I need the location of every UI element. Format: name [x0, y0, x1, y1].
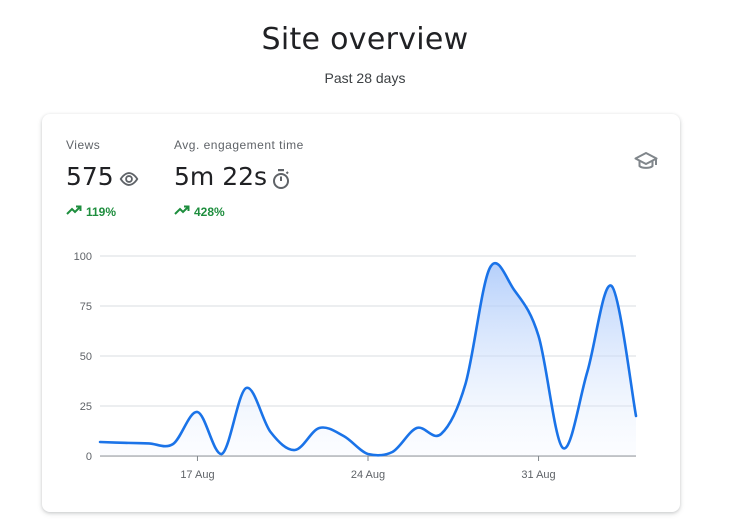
eye-icon: [118, 168, 140, 190]
school-hat-icon[interactable]: [634, 150, 658, 177]
overview-card: Views 575 119% Avg. engagement time 5m: [42, 114, 680, 512]
y-tick-label: 0: [86, 451, 92, 463]
y-tick-label: 100: [74, 251, 92, 263]
views-area-fill: [100, 263, 636, 456]
x-tick-label: 17 Aug: [180, 469, 214, 481]
views-area-chart: 0 25 50 75 100 17 Aug 24 Aug 31 Aug: [74, 251, 638, 481]
metric-value: 5m 22s: [174, 162, 268, 191]
y-tick-label: 50: [80, 351, 92, 363]
metric-change-value: 119%: [86, 204, 117, 219]
metric-change-value: 428%: [194, 204, 225, 219]
page-subtitle: Past 28 days: [324, 70, 406, 86]
timer-icon: [271, 168, 291, 190]
metric-views[interactable]: Views 575 119%: [66, 138, 140, 219]
y-tick-label: 75: [80, 301, 92, 313]
x-tick-label: 24 Aug: [351, 469, 385, 481]
metric-label: Views: [66, 138, 101, 152]
metric-change: 119%: [66, 204, 140, 219]
trending-up-icon: [66, 204, 82, 219]
views-series-line: [98, 261, 638, 457]
metric-engagement-time[interactable]: Avg. engagement time 5m 22s 428%: [174, 138, 304, 219]
metric-label: Avg. engagement time: [174, 138, 304, 152]
x-tick-label: 31 Aug: [521, 469, 555, 481]
metric-change: 428%: [174, 204, 304, 219]
page-title: Site overview: [261, 22, 469, 57]
metric-value: 575: [66, 162, 114, 191]
y-tick-label: 25: [80, 401, 92, 413]
trending-up-icon: [174, 204, 190, 219]
